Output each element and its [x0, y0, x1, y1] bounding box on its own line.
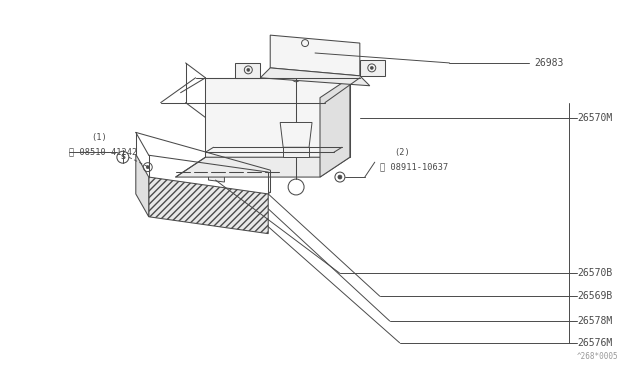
Text: (2): (2) [395, 148, 410, 157]
Polygon shape [205, 78, 350, 157]
Polygon shape [320, 78, 350, 177]
Polygon shape [148, 177, 268, 234]
Circle shape [294, 76, 298, 80]
Circle shape [371, 66, 373, 69]
Polygon shape [175, 157, 350, 177]
Text: ⓝ 08911-10637: ⓝ 08911-10637 [380, 163, 448, 171]
Text: 26570M: 26570M [577, 112, 612, 122]
Polygon shape [280, 122, 312, 147]
Polygon shape [136, 154, 148, 217]
Text: 26570B: 26570B [577, 268, 612, 278]
Circle shape [338, 175, 342, 179]
Polygon shape [283, 147, 309, 157]
Polygon shape [236, 63, 260, 78]
Text: S: S [120, 154, 125, 160]
Polygon shape [260, 68, 370, 86]
Circle shape [247, 68, 250, 71]
Polygon shape [270, 35, 360, 76]
Text: 26576M: 26576M [577, 338, 612, 348]
Polygon shape [209, 168, 225, 182]
Text: Ⓢ 08510-41242: Ⓢ 08510-41242 [69, 148, 138, 157]
Text: ^268*0005: ^268*0005 [577, 352, 619, 361]
Text: 26983: 26983 [534, 58, 563, 68]
Text: (1): (1) [91, 133, 107, 142]
Text: 26569B: 26569B [577, 291, 612, 301]
Text: 26578M: 26578M [577, 316, 612, 326]
Circle shape [147, 166, 149, 169]
Polygon shape [360, 60, 385, 76]
